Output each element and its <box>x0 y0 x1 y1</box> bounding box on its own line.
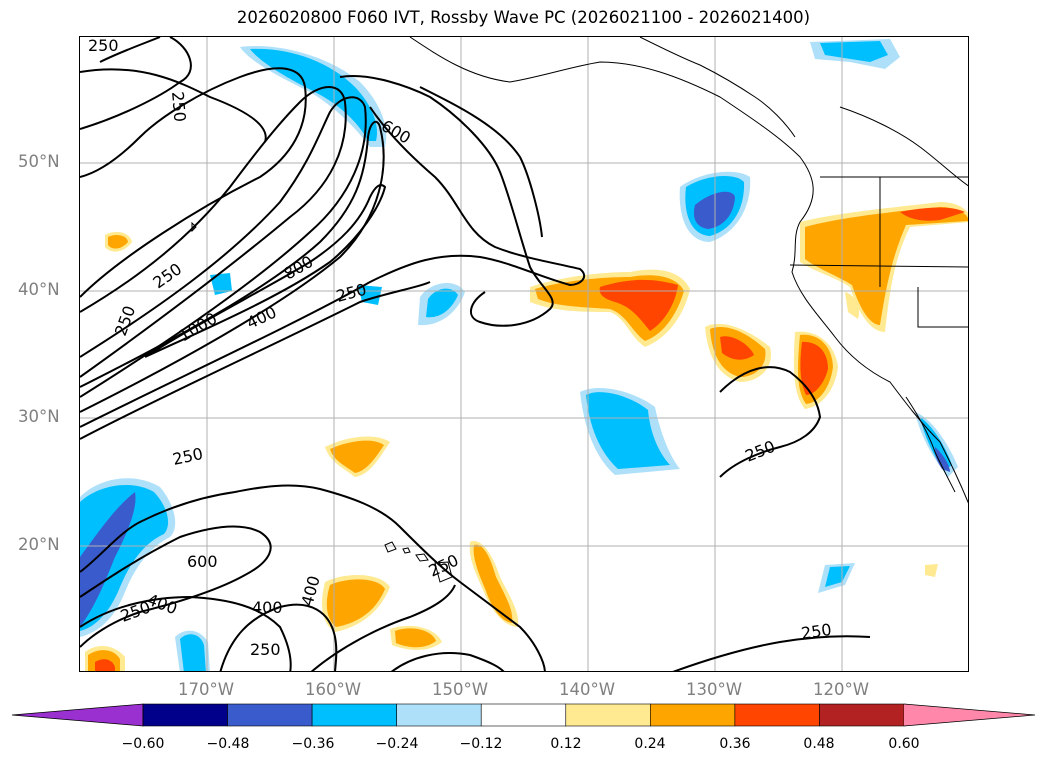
map-title: 2026020800 F060 IVT, Rossby Wave PC (202… <box>236 8 811 27</box>
lat-label-50n: 50°N <box>18 152 60 171</box>
contour-label: 250 <box>168 91 190 123</box>
colorbar-segment <box>650 703 736 727</box>
contour-label: 600 <box>187 552 218 571</box>
colorbar-segment <box>480 703 567 727</box>
contour-label: 250 <box>742 437 777 466</box>
coastlines <box>409 37 968 504</box>
colorbar-outline <box>11 703 1036 727</box>
colorbar-segment <box>227 703 313 727</box>
graticule <box>80 37 968 671</box>
contour-label: 400 <box>252 598 283 617</box>
lon-label-140w: 140°W <box>558 680 616 699</box>
lon-label-170w: 170°W <box>177 680 235 699</box>
contour-label: 400 <box>298 574 324 608</box>
colorbar-segment <box>734 703 820 727</box>
contour-label: 250 <box>171 444 205 469</box>
colorbar-tick: 0.36 <box>719 736 751 752</box>
colorbar-segment <box>819 703 905 727</box>
colorbar-segment <box>565 703 651 727</box>
map-canvas: 250 250 600 250 800 250 1000 400 250 250… <box>80 37 968 671</box>
negative-anomaly-regions <box>80 39 958 671</box>
colorbar-tick: 0.12 <box>550 736 582 752</box>
colorbar-tick: −0.36 <box>291 736 335 752</box>
colorbar-tick: −0.12 <box>459 736 503 752</box>
colorbar-segment <box>396 703 482 727</box>
contour-label: 250 <box>426 550 462 580</box>
contour-label: 250 <box>250 640 281 659</box>
lat-label-40n: 40°N <box>18 280 60 299</box>
colorbar-tick: 0.48 <box>803 736 835 752</box>
colorbar-tick: −0.48 <box>206 736 250 752</box>
map-panel[interactable]: 250 250 600 250 800 250 1000 400 250 250… <box>79 36 969 672</box>
lat-label-20n: 20°N <box>18 535 60 554</box>
contour-label: 250 <box>111 303 139 338</box>
colorbar-extend-low <box>12 704 143 726</box>
colorbar-segment <box>142 703 228 727</box>
colorbar-tick: −0.24 <box>375 736 419 752</box>
contour-label: 250 <box>118 597 153 625</box>
contour-label: 250 <box>88 37 119 55</box>
lon-label-160w: 160°W <box>304 680 362 699</box>
lat-label-30n: 30°N <box>18 407 60 426</box>
ivt-contours <box>80 37 871 671</box>
lon-label-150w: 150°W <box>431 680 489 699</box>
colorbar-extend-high <box>904 704 1035 726</box>
colorbar <box>11 703 1036 727</box>
contour-label: 400 <box>244 302 280 332</box>
colorbar-segment <box>311 703 397 727</box>
positive-anomaly-regions <box>85 202 968 671</box>
hawaii-islands <box>191 221 453 583</box>
contour-label: 250 <box>800 620 833 643</box>
contour-label: 250 <box>149 259 185 292</box>
colorbar-tick: 0.24 <box>634 736 666 752</box>
colorbar-tick: −0.60 <box>121 736 165 752</box>
lon-label-120w: 120°W <box>812 680 870 699</box>
lon-label-130w: 130°W <box>685 680 743 699</box>
colorbar-segments <box>12 703 1035 727</box>
colorbar-tick: 0.60 <box>888 736 920 752</box>
